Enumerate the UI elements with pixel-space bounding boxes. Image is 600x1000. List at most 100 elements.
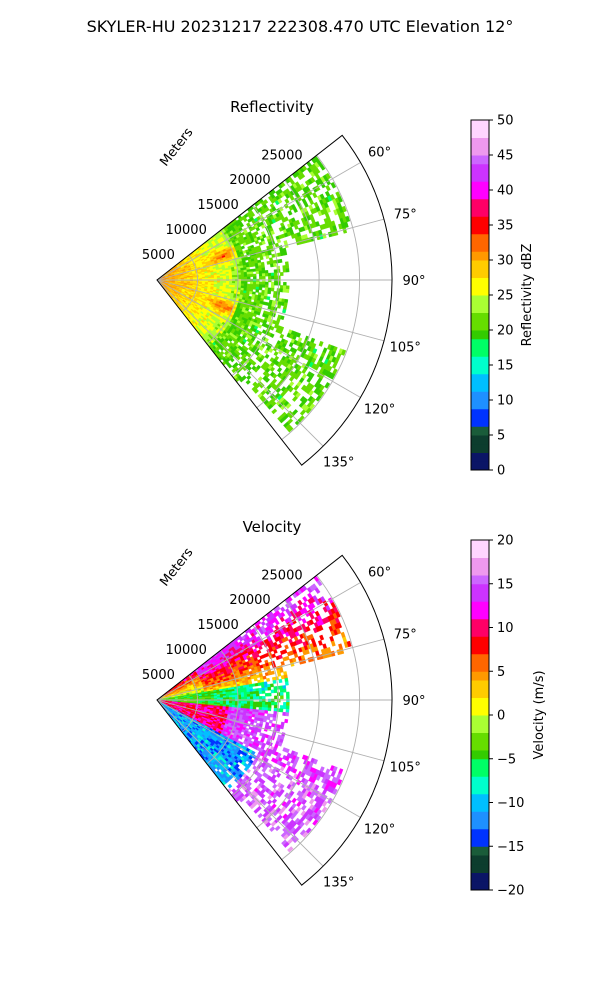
radar-gate [252, 688, 257, 692]
radar-gate [293, 224, 299, 230]
radar-gate [252, 268, 257, 272]
radar-gate [253, 276, 257, 280]
radar-gate [253, 281, 257, 285]
radar-gate [267, 272, 272, 277]
colorbar-segment [471, 426, 489, 436]
radar-gate [258, 273, 263, 277]
radar-gate [331, 362, 338, 369]
radar-gate [282, 308, 287, 314]
radar-gate [258, 704, 263, 708]
radar-gate [258, 286, 263, 291]
radar-gate [265, 281, 269, 286]
colorbar-segment [471, 321, 489, 331]
radar-gate [222, 697, 227, 700]
radar-gate [210, 277, 215, 280]
radar-gate [256, 311, 261, 316]
radar-gate [246, 274, 251, 278]
colorbar-tick-label: 45 [497, 149, 514, 164]
radar-gate [279, 288, 284, 293]
colorbar-segment [471, 382, 489, 392]
colorbar-tick-label: 10 [497, 394, 514, 409]
radar-gate [225, 277, 230, 280]
radar-gate [250, 696, 254, 700]
radar-gate [243, 694, 248, 698]
radar-gate [287, 210, 293, 216]
radar-gate [273, 351, 279, 357]
radar-gate [231, 281, 236, 284]
radar-gate [279, 272, 284, 276]
radar-gate [250, 701, 254, 705]
radar-gate [258, 270, 263, 274]
colorbar-segment [471, 347, 489, 357]
radar-gate [243, 701, 248, 705]
radar-gate [282, 268, 287, 273]
colorbar-segment [471, 155, 489, 165]
radar-gate [256, 696, 260, 700]
radar-gate [244, 696, 248, 700]
radar-gate [252, 273, 257, 277]
radar-gate [267, 251, 272, 256]
radar-gate [231, 275, 236, 278]
radar-gate [246, 691, 251, 695]
radar-gate [258, 706, 263, 711]
radar-gate [252, 691, 257, 695]
radar-gate [283, 282, 287, 286]
radar-gate [255, 284, 260, 288]
radar-gate [246, 374, 252, 381]
radar-gate [249, 271, 254, 275]
radar-gate [249, 691, 254, 695]
radar-gate [240, 272, 245, 276]
radar-gate [279, 333, 285, 339]
colorbar-segment [471, 163, 489, 173]
radar-gate [240, 274, 245, 278]
radar-gate [246, 694, 251, 698]
colorbar-segment [471, 435, 489, 445]
radar-gate [255, 688, 260, 692]
radar-gate [274, 275, 278, 280]
colorbar-segment [471, 461, 489, 471]
radar-gate [247, 276, 251, 280]
radar-gate [225, 275, 230, 278]
radar-gate [237, 694, 242, 698]
theta-tick-label: 60° [368, 146, 391, 161]
velocity-title: Velocity [243, 518, 302, 536]
radar-gate [244, 276, 248, 280]
radar-gate [268, 275, 272, 280]
theta-tick-label: 135° [323, 456, 354, 471]
colorbar-segment [471, 286, 489, 296]
radar-gate [216, 697, 221, 700]
colorbar-segment [471, 268, 489, 278]
radar-gate [271, 275, 275, 280]
radar-gate [255, 268, 260, 272]
radar-gate [264, 353, 270, 359]
radar-gate [266, 296, 271, 301]
reflectivity-radial-label: Meters [157, 125, 196, 169]
colorbar-tick-label: 35 [497, 219, 514, 234]
colorbar-segment [471, 417, 489, 427]
radar-gate [262, 281, 266, 285]
radar-gate [268, 278, 272, 283]
radar-gate [261, 270, 266, 274]
radar-gate [265, 255, 270, 259]
radar-gate [240, 245, 245, 250]
radar-gate [252, 283, 257, 288]
radar-gate [249, 291, 253, 295]
colorbar-segment [471, 330, 489, 340]
reflectivity-colorbar [470, 119, 490, 471]
radar-gate [259, 701, 263, 705]
radar-gate [258, 284, 263, 288]
radar-gate [284, 198, 290, 204]
radar-gate [238, 696, 242, 700]
radar-gate [278, 258, 283, 264]
radar-gate [285, 285, 290, 290]
colorbar-segment [471, 172, 489, 182]
radar-gate [274, 281, 278, 286]
radar-gate [271, 408, 278, 415]
radar-gate [285, 268, 290, 273]
radar-gate [255, 289, 260, 293]
radar-gate [308, 199, 315, 206]
radar-gate [253, 696, 257, 700]
radar-gate [240, 281, 245, 285]
